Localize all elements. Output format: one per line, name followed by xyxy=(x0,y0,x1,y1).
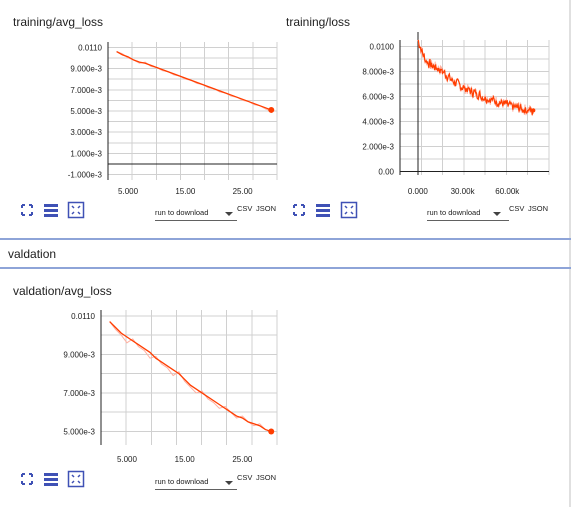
json-link[interactable]: JSON xyxy=(528,204,548,213)
csv-link[interactable]: CSV xyxy=(237,204,252,213)
series-line xyxy=(117,52,272,110)
series-end-point xyxy=(268,107,274,113)
series-line xyxy=(110,322,272,432)
y-tick-label: -1.000e-3 xyxy=(68,171,103,180)
x-tick-label: 25.00 xyxy=(232,455,253,464)
chevron-down-icon xyxy=(225,212,233,216)
x-tick-label: 60.00k xyxy=(495,187,520,196)
y-tick-label: 7.000e-3 xyxy=(63,389,95,398)
csv-link[interactable]: CSV xyxy=(237,473,252,482)
expand-icon[interactable] xyxy=(18,201,36,219)
y-tick-label: 0.0110 xyxy=(71,312,95,321)
y-tick-label: 6.000e-3 xyxy=(362,92,394,101)
x-tick-label: 25.00 xyxy=(233,187,254,196)
download-underline xyxy=(155,489,237,490)
y-tick-label: 7.000e-3 xyxy=(70,86,102,95)
chart-training-avg-loss[interactable]: 0.0110 9.000e-3 7.000e-3 5.000e-3 3.000e-3 1.… xyxy=(0,30,290,200)
y-tick-label: 0.0110 xyxy=(78,43,102,52)
y-tick-label: 0.00 xyxy=(378,167,394,176)
y-tick-label: 8.000e-3 xyxy=(362,67,394,76)
y-tick-label: 2.000e-3 xyxy=(362,142,394,151)
fit-domain-icon[interactable] xyxy=(67,470,85,488)
download-selector-label: run to download xyxy=(427,208,480,217)
chart-training-loss[interactable]: 0.0100 8.000e-3 6.000e-3 4.000e-3 2.000e-3 0.… xyxy=(290,30,560,200)
section-separator-top xyxy=(0,238,571,240)
list-icon[interactable] xyxy=(314,201,332,219)
series-end-point xyxy=(268,429,274,435)
chevron-down-icon xyxy=(225,481,233,485)
x-tick-label: 0.000 xyxy=(408,187,429,196)
expand-icon[interactable] xyxy=(290,201,308,219)
list-icon[interactable] xyxy=(42,470,60,488)
card-title-validation-avg-loss: valdation/avg_loss xyxy=(13,284,112,298)
series-end-point xyxy=(531,108,535,112)
download-underline xyxy=(427,220,509,221)
section-separator-bottom xyxy=(0,267,571,269)
json-link[interactable]: JSON xyxy=(256,204,276,213)
y-tick-label: 5.000e-3 xyxy=(63,428,95,437)
download-selector-label: run to download xyxy=(155,208,208,217)
chevron-down-icon xyxy=(493,212,501,216)
x-tick-label: 5.000 xyxy=(118,187,139,196)
y-tick-label: 5.000e-3 xyxy=(70,107,102,116)
raw-series-line xyxy=(110,322,272,432)
fit-domain-icon[interactable] xyxy=(340,201,358,219)
list-icon[interactable] xyxy=(42,201,60,219)
x-tick-label: 15.00 xyxy=(175,455,196,464)
y-tick-label: 9.000e-3 xyxy=(63,350,95,359)
section-header-validation[interactable]: valdation xyxy=(8,247,56,261)
x-tick-label: 30.00k xyxy=(451,187,476,196)
y-tick-label: 0.0100 xyxy=(370,42,395,51)
card-title-training-avg-loss: training/avg_loss xyxy=(13,15,103,29)
card-title-training-loss: training/loss xyxy=(286,15,350,29)
x-tick-label: 15.00 xyxy=(175,187,196,196)
y-tick-label: 4.000e-3 xyxy=(362,117,394,126)
download-selector-label: run to download xyxy=(155,477,208,486)
x-tick-label: 5.000 xyxy=(117,455,138,464)
y-tick-label: 9.000e-3 xyxy=(70,65,102,74)
expand-icon[interactable] xyxy=(18,470,36,488)
y-tick-label: 3.000e-3 xyxy=(70,128,102,137)
csv-link[interactable]: CSV xyxy=(509,204,524,213)
download-underline xyxy=(155,220,237,221)
fit-domain-icon[interactable] xyxy=(67,201,85,219)
chart-validation-avg-loss[interactable]: 0.0110 9.000e-3 7.000e-3 5.000e-3 5.000 15.00… xyxy=(0,300,290,470)
y-tick-label: 1.000e-3 xyxy=(70,149,102,158)
json-link[interactable]: JSON xyxy=(256,473,276,482)
series-line xyxy=(418,40,533,114)
